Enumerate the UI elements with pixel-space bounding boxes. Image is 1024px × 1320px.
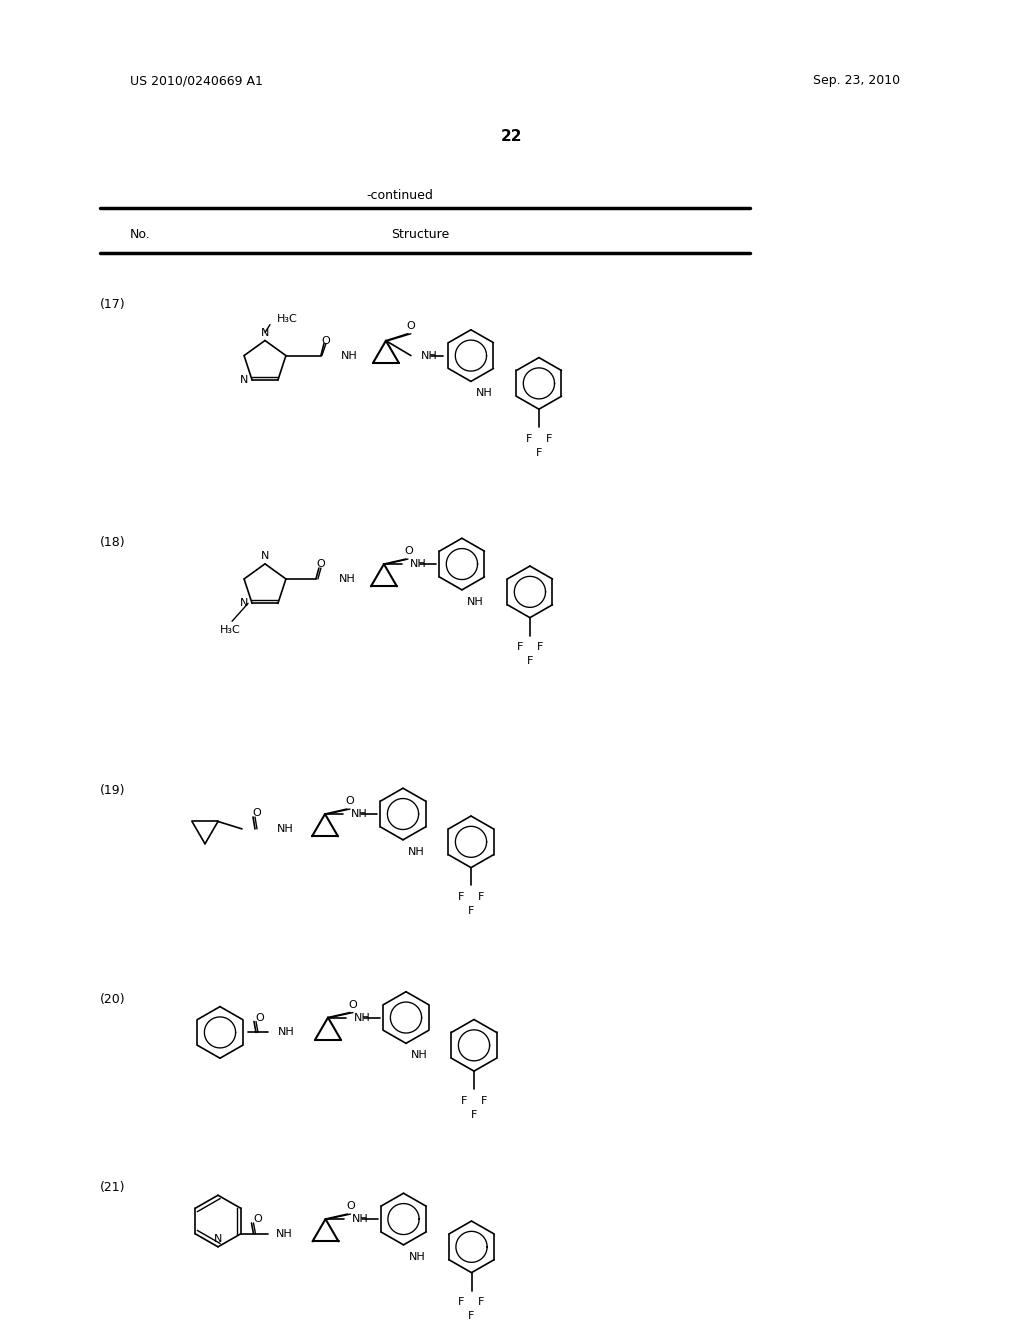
Text: N: N: [214, 1234, 222, 1243]
Text: NH: NH: [275, 1229, 292, 1239]
Text: O: O: [256, 1012, 264, 1023]
Text: NH: NH: [278, 1027, 295, 1038]
Text: (17): (17): [100, 298, 126, 310]
Text: F: F: [478, 892, 484, 903]
Text: 22: 22: [502, 129, 522, 144]
Text: Sep. 23, 2010: Sep. 23, 2010: [813, 74, 900, 87]
Text: NH: NH: [467, 597, 483, 607]
Text: F: F: [481, 1096, 487, 1106]
Text: F: F: [471, 1110, 477, 1119]
Text: (18): (18): [100, 536, 126, 549]
Text: F: F: [526, 656, 534, 667]
Text: NH: NH: [354, 1012, 371, 1023]
Text: N: N: [240, 598, 248, 609]
Text: -continued: -continued: [367, 189, 433, 202]
Text: NH: NH: [409, 1251, 425, 1262]
Text: (20): (20): [100, 993, 126, 1006]
Text: F: F: [468, 907, 474, 916]
Text: F: F: [478, 1298, 484, 1307]
Text: O: O: [346, 1201, 355, 1212]
Text: Structure: Structure: [391, 228, 450, 242]
Text: O: O: [407, 321, 416, 331]
Text: N: N: [261, 550, 269, 561]
Text: NH: NH: [341, 351, 357, 360]
Text: NH: NH: [476, 388, 493, 399]
Text: NH: NH: [351, 809, 368, 818]
Text: (21): (21): [100, 1181, 126, 1195]
Text: O: O: [322, 335, 331, 346]
Text: F: F: [525, 434, 532, 444]
Text: NH: NH: [411, 1051, 428, 1060]
Text: NH: NH: [351, 1214, 369, 1224]
Text: N: N: [240, 375, 248, 385]
Text: NH: NH: [410, 560, 427, 569]
Text: NH: NH: [408, 846, 425, 857]
Text: O: O: [316, 560, 326, 569]
Text: F: F: [459, 1298, 465, 1307]
Text: O: O: [253, 808, 261, 818]
Text: No.: No.: [130, 228, 151, 242]
Text: (19): (19): [100, 784, 126, 797]
Text: NH: NH: [278, 824, 294, 834]
Text: O: O: [404, 546, 414, 556]
Text: H₃C: H₃C: [278, 314, 298, 323]
Text: O: O: [348, 999, 357, 1010]
Text: N: N: [261, 327, 269, 338]
Text: F: F: [537, 643, 543, 652]
Text: NH: NH: [421, 351, 437, 360]
Text: F: F: [468, 1311, 475, 1320]
Text: O: O: [346, 796, 354, 807]
Text: H₃C: H₃C: [219, 626, 241, 635]
Text: F: F: [458, 892, 464, 903]
Text: F: F: [546, 434, 552, 444]
Text: F: F: [536, 447, 542, 458]
Text: US 2010/0240669 A1: US 2010/0240669 A1: [130, 74, 263, 87]
Text: NH: NH: [339, 574, 355, 583]
Text: O: O: [253, 1214, 262, 1224]
Text: F: F: [461, 1096, 467, 1106]
Text: F: F: [517, 643, 523, 652]
